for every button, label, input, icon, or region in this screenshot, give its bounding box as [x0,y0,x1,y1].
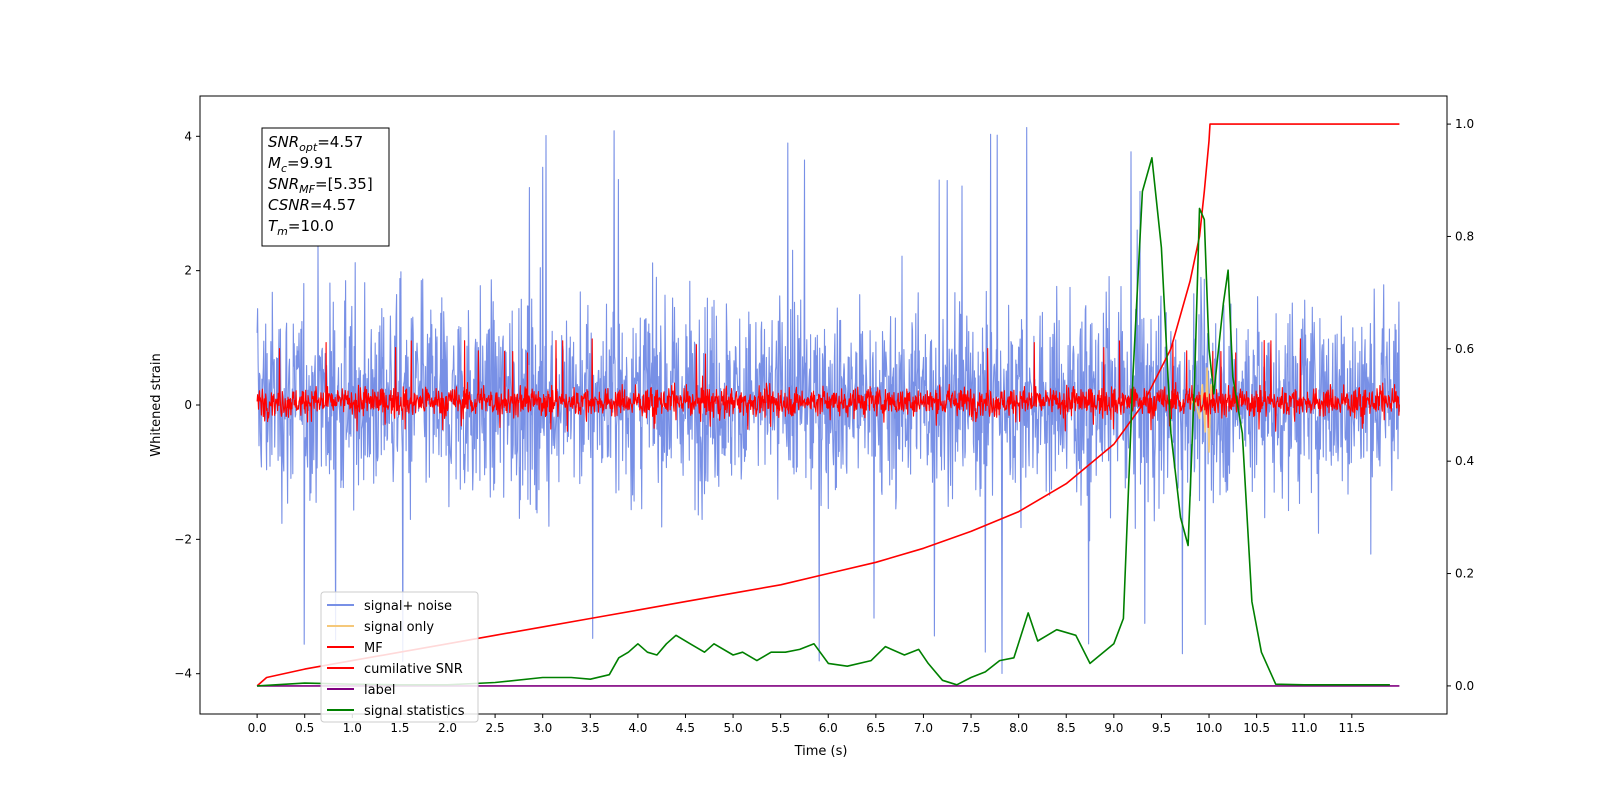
x-tick-label: 4.0 [628,721,647,735]
x-tick-label: 0.5 [295,721,314,735]
x-axis-ticks: 0.0 0.5 1.0 1.5 2.0 2.5 3.0 3.5 4.0 4.5 5.0 5.5 6.0 6… [248,714,1365,735]
annotation-subscript: c [281,162,287,175]
x-tick-label: 9.5 [1152,721,1171,735]
annotation-box: SNRopt=4.57Mc=9.91SNRMF=[5.35]CSNR=4.57T… [261,127,390,247]
x-tick-label: 6.5 [866,721,885,735]
annotation-subscript: opt [299,141,318,154]
x-tick-label: 10.0 [1196,721,1223,735]
annotation-symbol: M [268,154,281,172]
x-tick-label: 4.5 [676,721,695,735]
annotation-symbol: T [268,217,279,235]
annotation-symbol: CSNR [268,196,310,214]
series-line-signal-statistics [257,157,1390,687]
x-tick-label: 3.0 [533,721,552,735]
annotation-line: SNRopt=4.57 [268,133,363,154]
y-left-tick-label: 4 [184,129,192,143]
y-left-tick-label: 0 [184,398,192,412]
x-tick-label: 8.0 [1009,721,1028,735]
y-left-tick-label: −4 [174,667,192,681]
annotation-value: =4.57 [317,133,363,151]
legend-label: MF [364,641,383,656]
x-axis-label: Time (s) [794,744,848,759]
annotation-line: CSNR=4.57 [268,196,356,214]
y-right-tick-label: 0.8 [1455,229,1474,243]
x-tick-label: 10.5 [1243,721,1270,735]
annotation-symbol: SNR [268,133,299,151]
annotation-subscript: m [277,225,288,238]
annotation-value: =10.0 [288,217,334,235]
x-tick-label: 11.5 [1338,721,1365,735]
x-tick-label: 0.0 [248,721,267,735]
y-right-tick-label: 0.6 [1455,342,1474,356]
legend-frame [320,591,479,723]
annotation-line: SNRMF=[5.35] [268,175,373,196]
y-axis-left-ticks: 4 2 0 −2 −4 [174,129,200,681]
x-tick-label: 5.5 [771,721,790,735]
y-left-tick-label: 2 [184,264,192,278]
x-tick-label: 3.5 [581,721,600,735]
x-tick-label: 6.0 [819,721,838,735]
y-axis-right-ticks: 1.0 0.8 0.6 0.4 0.2 0.0 [1447,117,1474,693]
legend-label: cumilative SNR [364,662,463,677]
y-right-tick-label: 0.4 [1455,454,1474,468]
annotation-value: =4.57 [310,196,356,214]
y-axis-left-label: Whitened strain [149,353,164,456]
annotation-subscript: MF [299,183,315,196]
series-line-signal-noise [256,126,1400,675]
annotation-frame [261,127,390,247]
legend-label: signal statistics [364,704,465,719]
x-tick-label: 1.0 [343,721,362,735]
x-tick-label: 9.0 [1104,721,1123,735]
series-line-mf [256,338,1400,432]
legend-label: signal+ noise [364,599,452,614]
x-tick-label: 8.5 [1057,721,1076,735]
annotation-line: Mc=9.91 [268,154,333,175]
y-left-tick-label: −2 [174,532,192,546]
x-tick-label: 2.0 [438,721,457,735]
legend-label: signal only [364,620,434,635]
x-tick-label: 7.5 [961,721,980,735]
legend: signal+ noise signal only MF cumilative SNR… [320,591,479,723]
y-right-tick-label: 0.0 [1455,679,1474,693]
x-tick-label: 1.5 [390,721,409,735]
x-tick-label: 11.0 [1291,721,1318,735]
annotation-value: =9.91 [287,154,333,172]
y-right-tick-label: 1.0 [1455,117,1474,131]
y-right-tick-label: 0.2 [1455,567,1474,581]
x-tick-label: 5.0 [724,721,743,735]
legend-label: label [364,683,395,698]
annotation-value: =[5.35] [315,175,373,193]
x-tick-label: 7.0 [914,721,933,735]
annotation-symbol: SNR [268,175,299,193]
annotation-line: Tm=10.0 [268,217,334,238]
x-tick-label: 2.5 [486,721,505,735]
